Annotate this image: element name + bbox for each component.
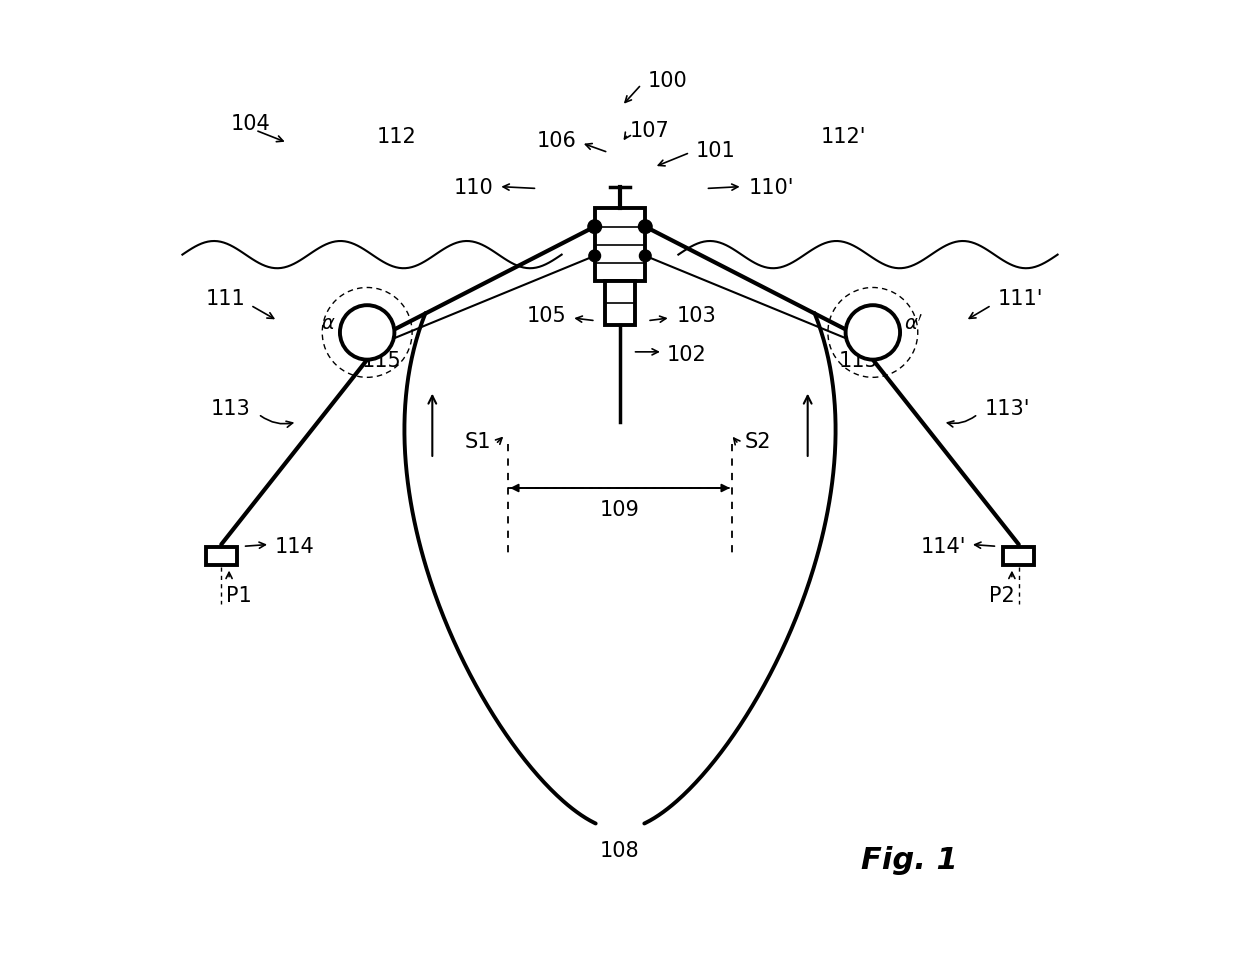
Text: P1: P1 — [226, 585, 252, 606]
Text: $\alpha$: $\alpha$ — [321, 314, 336, 333]
Text: S2: S2 — [744, 432, 771, 451]
Text: S1: S1 — [464, 432, 491, 451]
Text: 110': 110' — [749, 178, 794, 197]
Circle shape — [639, 221, 652, 234]
Text: 106: 106 — [537, 131, 577, 150]
Text: 104: 104 — [231, 114, 270, 134]
Circle shape — [588, 221, 601, 234]
Text: 110: 110 — [454, 178, 494, 197]
Circle shape — [340, 306, 394, 361]
Text: 115: 115 — [362, 351, 402, 370]
Text: 111': 111' — [997, 289, 1043, 309]
Text: 113: 113 — [211, 399, 250, 419]
Circle shape — [846, 306, 900, 361]
Bar — [595, 209, 645, 282]
Text: 107: 107 — [630, 121, 670, 141]
Text: 114': 114' — [920, 536, 966, 557]
Text: 101: 101 — [696, 141, 735, 160]
Text: $\alpha'$: $\alpha'$ — [904, 314, 924, 333]
Text: 109: 109 — [600, 500, 640, 520]
Text: P2: P2 — [990, 585, 1016, 606]
Text: 113': 113' — [985, 399, 1030, 419]
Circle shape — [589, 251, 600, 263]
Text: 105: 105 — [527, 306, 567, 325]
Text: 112: 112 — [377, 127, 417, 147]
Bar — [206, 548, 237, 566]
Bar — [605, 282, 635, 325]
Text: 112': 112' — [821, 127, 867, 147]
Text: 103: 103 — [676, 306, 717, 325]
Text: 108: 108 — [600, 840, 640, 860]
Text: 111: 111 — [206, 289, 246, 309]
Text: 115': 115' — [838, 351, 884, 370]
Text: 100: 100 — [647, 70, 687, 91]
Text: 102: 102 — [667, 345, 707, 364]
Circle shape — [640, 251, 651, 263]
Text: Fig. 1: Fig. 1 — [862, 845, 959, 874]
Text: 114: 114 — [275, 536, 315, 557]
Bar — [1003, 548, 1034, 566]
